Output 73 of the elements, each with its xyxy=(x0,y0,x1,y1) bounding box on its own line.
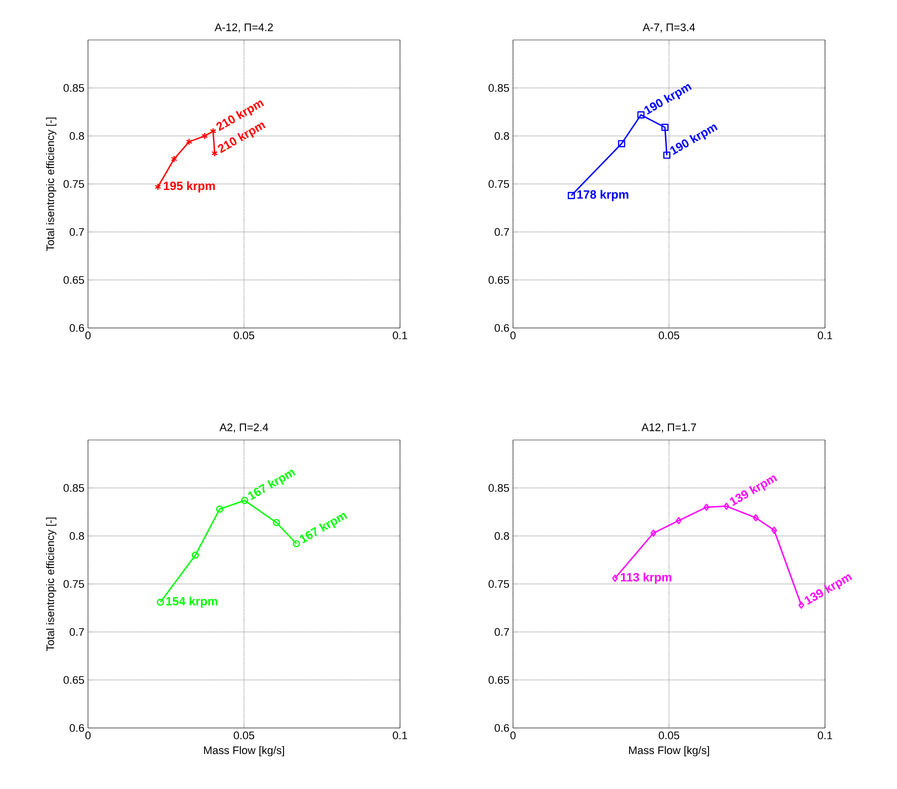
point xyxy=(661,124,669,131)
point xyxy=(724,502,730,510)
point xyxy=(637,111,645,118)
y-tick-label: 0.8 xyxy=(494,132,510,140)
y-tick-label: 0.65 xyxy=(488,276,510,284)
annotation: 167 krpm xyxy=(300,512,348,544)
y-tick-label: 0.85 xyxy=(64,84,84,92)
chart-title: A-12, Π=4.2 xyxy=(214,23,273,32)
x-tick-label: 0 xyxy=(510,332,516,340)
x-tick-label: 0.05 xyxy=(658,332,680,340)
annotation: 167 krpm xyxy=(248,470,296,500)
point xyxy=(568,192,575,200)
point xyxy=(202,132,208,140)
point xyxy=(216,506,224,513)
x-tick-label: 0 xyxy=(85,732,91,740)
point xyxy=(752,514,759,522)
point xyxy=(272,518,280,526)
x-tick-label: 0.1 xyxy=(392,332,408,340)
y-tick-label: 0.75 xyxy=(64,180,84,188)
y-tick-label: 0.8 xyxy=(494,532,510,540)
annotation: 139 krpm xyxy=(804,574,852,605)
y-tick-label: 0.75 xyxy=(64,580,84,588)
y-tick-label: 0.6 xyxy=(70,324,84,332)
y-tick-label: 0.7 xyxy=(70,228,84,236)
y-tick-label: 0.6 xyxy=(494,724,510,732)
x-axis-title: Mass Flow [kg/s] xyxy=(629,746,710,756)
y-tick-label: 0.65 xyxy=(64,676,84,684)
y-tick-label: 0.6 xyxy=(70,724,84,732)
annotation: 190 krpm xyxy=(644,84,692,115)
point xyxy=(170,155,178,163)
chart-title: A12, Π=1.7 xyxy=(641,423,696,432)
chart-title: A-7, Π=3.4 xyxy=(642,23,696,32)
x-tick-label: 0 xyxy=(510,732,516,740)
y-tick-label: 0.75 xyxy=(488,180,510,188)
annotation: 113 krpm xyxy=(620,572,672,584)
x-tick-label: 0.05 xyxy=(234,332,254,340)
chart-title: A2, Π=2.4 xyxy=(220,423,268,432)
annotation: 178 krpm xyxy=(577,190,628,202)
y-tick-label: 0.7 xyxy=(494,228,509,236)
y-tick-label: 0.75 xyxy=(488,580,510,588)
point xyxy=(663,152,670,159)
x-axis-title: Mass Flow [kg/s] xyxy=(204,746,284,756)
point xyxy=(676,517,682,524)
y-tick-label: 0.85 xyxy=(488,484,510,492)
point xyxy=(618,140,626,148)
x-tick-label: 0.1 xyxy=(818,732,832,740)
point xyxy=(771,526,777,534)
annotation: 195 krpm xyxy=(164,181,215,192)
point xyxy=(704,504,710,511)
y-tick-label: 0.85 xyxy=(488,84,510,92)
annotation: 139 krpm xyxy=(730,476,778,506)
point xyxy=(192,552,199,559)
y-tick-label: 0.8 xyxy=(70,132,84,140)
x-tick-label: 0.05 xyxy=(234,732,254,740)
y-tick-label: 0.85 xyxy=(64,484,84,492)
y-tick-label: 0.65 xyxy=(488,676,510,684)
point xyxy=(186,138,192,146)
annotation: 154 krpm xyxy=(166,596,218,608)
point xyxy=(210,128,216,135)
y-tick-label: 0.8 xyxy=(70,532,84,540)
y-axis-title: Total isentropic efficiency [-] xyxy=(46,118,56,251)
x-tick-label: 0.1 xyxy=(392,732,408,740)
point xyxy=(241,496,248,504)
y-axis-title: Total isentropic efficiency [-] xyxy=(46,518,56,651)
y-tick-label: 0.7 xyxy=(70,628,84,636)
x-tick-label: 0.1 xyxy=(818,332,832,340)
x-tick-label: 0 xyxy=(85,332,91,340)
y-tick-label: 0.7 xyxy=(494,628,509,636)
annotation: 190 krpm xyxy=(670,124,718,155)
y-tick-label: 0.6 xyxy=(494,324,510,332)
point xyxy=(650,530,656,537)
x-tick-label: 0.05 xyxy=(658,732,680,740)
y-tick-label: 0.65 xyxy=(64,276,84,284)
